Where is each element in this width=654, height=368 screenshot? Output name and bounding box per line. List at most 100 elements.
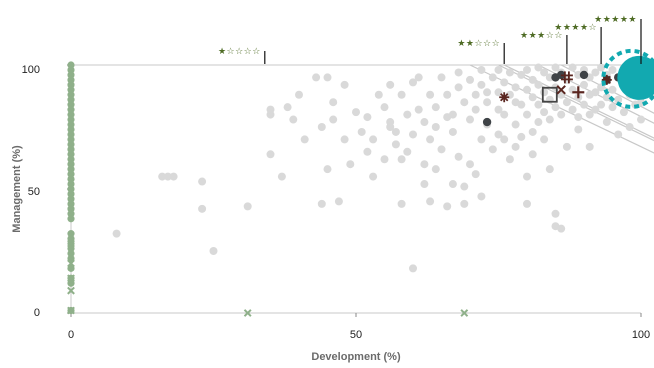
green-point-36 xyxy=(67,249,75,258)
gray-point-93 xyxy=(517,132,526,141)
green-point-1 xyxy=(67,66,75,74)
gray-point-12 xyxy=(283,103,292,112)
gray-point-143 xyxy=(608,65,617,74)
gray-point-164 xyxy=(471,170,480,179)
gray-point-122 xyxy=(562,98,571,107)
asterisk-arm-3 xyxy=(500,93,509,102)
gray-point-57 xyxy=(443,90,452,99)
green-point-25 xyxy=(67,185,75,193)
gray-point-126 xyxy=(574,70,583,79)
gray-point-29 xyxy=(363,147,372,156)
gray-point-68 xyxy=(466,160,474,169)
y-tick-100: 100 xyxy=(22,64,40,76)
gray-point-11 xyxy=(277,172,286,181)
gray-point-104 xyxy=(534,100,543,109)
green-cross-stroke-b xyxy=(460,309,469,317)
gray-point-34 xyxy=(380,103,389,112)
green-point-8 xyxy=(67,101,75,109)
gray-point-26 xyxy=(346,160,355,169)
gray-point-162 xyxy=(386,118,395,127)
gray-point-15 xyxy=(300,135,309,144)
gray-point-163 xyxy=(431,165,440,174)
gray-point-150 xyxy=(619,108,628,117)
gray-point-170 xyxy=(528,150,537,159)
gray-point-108 xyxy=(540,108,549,117)
gray-point-25 xyxy=(340,80,349,89)
gray-point-70 xyxy=(471,105,480,114)
gray-point-125 xyxy=(568,105,577,114)
gray-point-42 xyxy=(403,110,412,119)
green-cross-3 xyxy=(67,286,75,295)
gray-point-159 xyxy=(420,180,429,189)
gray-point-37 xyxy=(386,80,395,89)
x-axis-title: Development (%) xyxy=(311,351,401,363)
gray-point-39 xyxy=(391,127,400,136)
gray-point-96 xyxy=(523,110,531,119)
gray-point-23 xyxy=(334,197,343,206)
gray-point-28 xyxy=(357,127,366,136)
green-point-32 xyxy=(67,230,75,238)
green-cross-stroke-b xyxy=(67,239,75,248)
gray-point-83 xyxy=(500,110,509,119)
gray-point-33 xyxy=(374,90,383,99)
green-point-16 xyxy=(67,140,75,148)
gray-point-61 xyxy=(454,68,463,77)
gray-point-55 xyxy=(437,73,446,82)
teal-highlight xyxy=(601,48,654,109)
gray-point-165 xyxy=(460,182,469,191)
gray-point-72 xyxy=(477,80,486,89)
green-cross-6 xyxy=(460,309,469,317)
green-points xyxy=(67,61,469,317)
gray-point-119 xyxy=(557,110,566,119)
green-point-0 xyxy=(67,61,75,69)
gray-point-115 xyxy=(551,209,560,218)
gray-point-18 xyxy=(317,123,326,131)
gray-point-51 xyxy=(426,135,435,144)
gray-point-89 xyxy=(511,120,520,129)
gray-point-2 xyxy=(163,172,172,181)
green-point-23 xyxy=(67,175,75,183)
gray-point-179 xyxy=(637,115,645,124)
gray-point-49 xyxy=(420,160,429,169)
green-point-28 xyxy=(67,200,75,208)
axes-group xyxy=(67,64,642,317)
gray-point-7 xyxy=(243,202,252,211)
gray-point-177 xyxy=(614,130,623,139)
highlight-mark-open-square-2 xyxy=(541,86,558,103)
dark-point-3 xyxy=(579,70,589,80)
green-point-3 xyxy=(67,76,75,84)
gray-point-160 xyxy=(448,180,457,189)
gray-point-175 xyxy=(585,142,594,151)
gray-point-158 xyxy=(409,264,417,273)
gray-point-10 xyxy=(266,150,275,159)
gray-point-19 xyxy=(323,165,332,174)
gray-point-9 xyxy=(266,105,275,114)
green-cross-stroke-b xyxy=(67,259,75,268)
gray-point-38 xyxy=(391,140,400,149)
x-tick-50: 50 xyxy=(350,329,362,341)
gray-point-21 xyxy=(329,98,338,107)
gray-point-123 xyxy=(568,63,577,72)
gray-point-84 xyxy=(505,68,514,77)
gray-point-35 xyxy=(380,155,389,164)
green-point-13 xyxy=(67,125,75,134)
gray-point-81 xyxy=(494,130,503,139)
gray-point-66 xyxy=(466,115,474,124)
gray-point-16 xyxy=(312,73,321,82)
gray-point-50 xyxy=(426,90,435,99)
gray-point-172 xyxy=(545,165,554,174)
gray-point-77 xyxy=(488,145,497,154)
square-outline xyxy=(541,86,558,103)
gray-point-109 xyxy=(545,73,554,82)
gray-point-131 xyxy=(580,100,588,109)
y-tick-0: 0 xyxy=(34,307,40,319)
gray-point-173 xyxy=(562,142,571,151)
gray-point-62 xyxy=(454,83,463,92)
gray-point-46 xyxy=(414,105,423,114)
star-label-3: ★★★★☆ xyxy=(554,23,597,33)
green-cross-stroke-b xyxy=(67,286,75,295)
gray-point-142 xyxy=(602,93,611,102)
gray-point-67 xyxy=(466,75,474,84)
gray-point-168 xyxy=(483,88,492,97)
gray-point-56 xyxy=(437,145,446,154)
